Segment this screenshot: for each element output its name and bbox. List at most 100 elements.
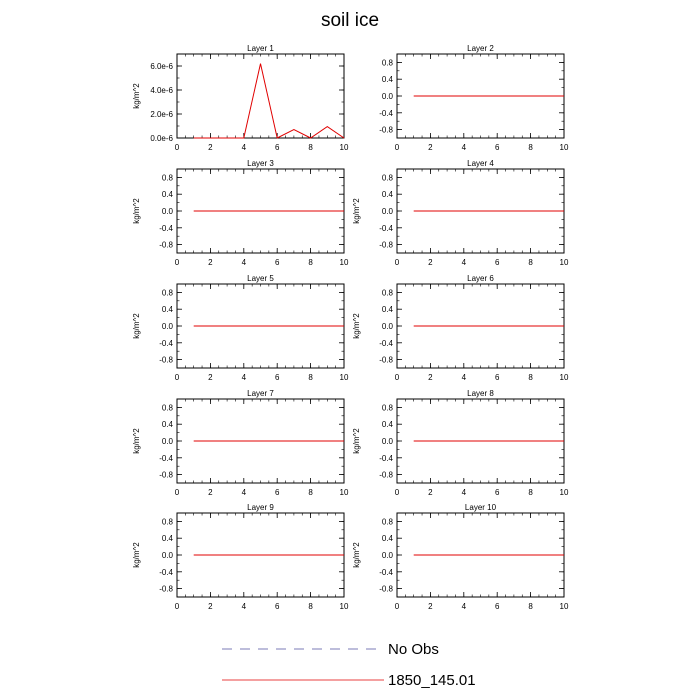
y-tick-label: 0.0 xyxy=(382,437,394,446)
y-tick-label: 0.0 xyxy=(162,322,174,331)
x-tick-label: 10 xyxy=(340,488,349,497)
y-tick-label: -0.4 xyxy=(379,339,393,348)
x-tick-label: 6 xyxy=(275,602,280,611)
x-tick-label: 8 xyxy=(528,258,533,267)
chart-panel-8: Layer 8 0 2 4 6 8 10 -0.8 -0.4 0.0 0.4 0.8 kg/m^2 xyxy=(352,389,569,497)
y-tick-label: 0.4 xyxy=(382,534,394,543)
legend: No Obs 1850_145.01 xyxy=(222,641,476,689)
x-tick-label: 4 xyxy=(242,258,247,267)
x-tick-label: 8 xyxy=(308,602,313,611)
y-tick-label: 0.0 xyxy=(382,551,394,560)
x-tick-label: 2 xyxy=(428,488,433,497)
chart-panel-3: Layer 3 0 2 4 6 8 10 -0.8 -0.4 0.0 0.4 0.8 kg/m^2 xyxy=(132,159,349,267)
x-tick-label: 6 xyxy=(275,143,280,152)
x-tick-label: 6 xyxy=(495,373,500,382)
y-tick-label: -0.8 xyxy=(159,356,173,365)
x-tick-label: 10 xyxy=(340,373,349,382)
y-tick-label: 6.0e-6 xyxy=(150,62,173,71)
y-tick-label: 0.8 xyxy=(162,173,174,182)
y-tick-label: 0.4 xyxy=(162,190,174,199)
y-tick-label: 0.4 xyxy=(162,534,174,543)
x-tick-label: 0 xyxy=(395,602,400,611)
legend-label: 1850_145.01 xyxy=(388,672,476,689)
x-tick-label: 2 xyxy=(428,602,433,611)
x-tick-label: 4 xyxy=(462,602,467,611)
y-axis-label: kg/m^2 xyxy=(352,313,361,339)
panel-title: Layer 10 xyxy=(465,503,497,512)
y-tick-label: 0.0e-6 xyxy=(150,134,173,143)
x-tick-label: 2 xyxy=(208,258,213,267)
y-tick-label: 0.0 xyxy=(382,207,394,216)
y-tick-label: 0.8 xyxy=(382,288,394,297)
x-tick-label: 0 xyxy=(175,258,180,267)
panel-title: Layer 6 xyxy=(467,274,494,283)
x-tick-label: 2 xyxy=(208,602,213,611)
y-tick-label: -0.4 xyxy=(159,224,173,233)
y-axis-label: kg/m^2 xyxy=(352,198,361,224)
y-tick-label: 0.8 xyxy=(162,517,174,526)
y-tick-label: -0.8 xyxy=(159,471,173,480)
y-tick-label: -0.4 xyxy=(159,568,173,577)
x-tick-label: 2 xyxy=(208,373,213,382)
panel-title: Layer 9 xyxy=(247,503,274,512)
y-tick-label: 0.4 xyxy=(382,420,394,429)
chart-panel-5: Layer 5 0 2 4 6 8 10 -0.8 -0.4 0.0 0.4 0.8 kg/m^2 xyxy=(132,274,349,382)
x-tick-label: 0 xyxy=(175,602,180,611)
y-axis-label: kg/m^2 xyxy=(132,313,141,339)
y-tick-label: -0.4 xyxy=(159,339,173,348)
y-tick-label: 0.4 xyxy=(382,75,394,84)
x-tick-label: 6 xyxy=(495,488,500,497)
y-tick-label: 0.8 xyxy=(382,403,394,412)
y-tick-label: -0.4 xyxy=(379,109,393,118)
series-line xyxy=(193,63,345,139)
y-axis-label: kg/m^2 xyxy=(132,542,141,568)
panel-title: Layer 3 xyxy=(247,159,274,168)
panel-title: Layer 1 xyxy=(247,44,274,53)
y-tick-label: -0.8 xyxy=(379,126,393,135)
x-tick-label: 8 xyxy=(528,602,533,611)
panel-title: Layer 2 xyxy=(467,44,494,53)
chart-panel-6: Layer 6 0 2 4 6 8 10 -0.8 -0.4 0.0 0.4 0.8 kg/m^2 xyxy=(352,274,569,382)
y-tick-label: 0.4 xyxy=(162,420,174,429)
x-tick-label: 6 xyxy=(495,143,500,152)
x-tick-label: 8 xyxy=(528,488,533,497)
panel-title: Layer 7 xyxy=(247,389,274,398)
x-tick-label: 4 xyxy=(242,373,247,382)
y-tick-label: 0.0 xyxy=(162,551,174,560)
panel-title: Layer 8 xyxy=(467,389,494,398)
x-tick-label: 8 xyxy=(528,143,533,152)
x-tick-label: 2 xyxy=(428,373,433,382)
x-tick-label: 4 xyxy=(242,602,247,611)
y-tick-label: 0.8 xyxy=(382,58,394,67)
x-tick-label: 8 xyxy=(308,488,313,497)
y-tick-label: -0.8 xyxy=(379,471,393,480)
x-tick-label: 10 xyxy=(340,143,349,152)
x-tick-label: 0 xyxy=(395,488,400,497)
y-axis-label: kg/m^2 xyxy=(132,428,141,454)
y-tick-label: 0.4 xyxy=(382,305,394,314)
y-tick-label: -0.8 xyxy=(159,241,173,250)
y-tick-label: 0.8 xyxy=(382,517,394,526)
x-tick-label: 0 xyxy=(175,488,180,497)
x-tick-label: 10 xyxy=(560,488,569,497)
x-tick-label: 0 xyxy=(395,258,400,267)
y-tick-label: 2.0e-6 xyxy=(150,110,173,119)
x-tick-label: 10 xyxy=(560,373,569,382)
y-tick-label: 0.8 xyxy=(382,173,394,182)
y-axis-label: kg/m^2 xyxy=(132,83,141,109)
x-tick-label: 2 xyxy=(208,488,213,497)
y-tick-label: -0.8 xyxy=(379,241,393,250)
x-tick-label: 4 xyxy=(242,143,247,152)
page-title: soil ice xyxy=(320,10,380,31)
x-tick-label: 0 xyxy=(395,373,400,382)
x-tick-label: 4 xyxy=(462,373,467,382)
x-tick-label: 2 xyxy=(208,143,213,152)
x-tick-label: 6 xyxy=(275,258,280,267)
y-axis-label: kg/m^2 xyxy=(352,542,361,568)
x-tick-label: 4 xyxy=(462,143,467,152)
x-tick-label: 10 xyxy=(560,602,569,611)
x-tick-label: 0 xyxy=(395,143,400,152)
y-tick-label: 0.0 xyxy=(162,437,174,446)
chart-panel-9: Layer 9 0 2 4 6 8 10 -0.8 -0.4 0.0 0.4 0.8 kg/m^2 xyxy=(132,503,349,611)
